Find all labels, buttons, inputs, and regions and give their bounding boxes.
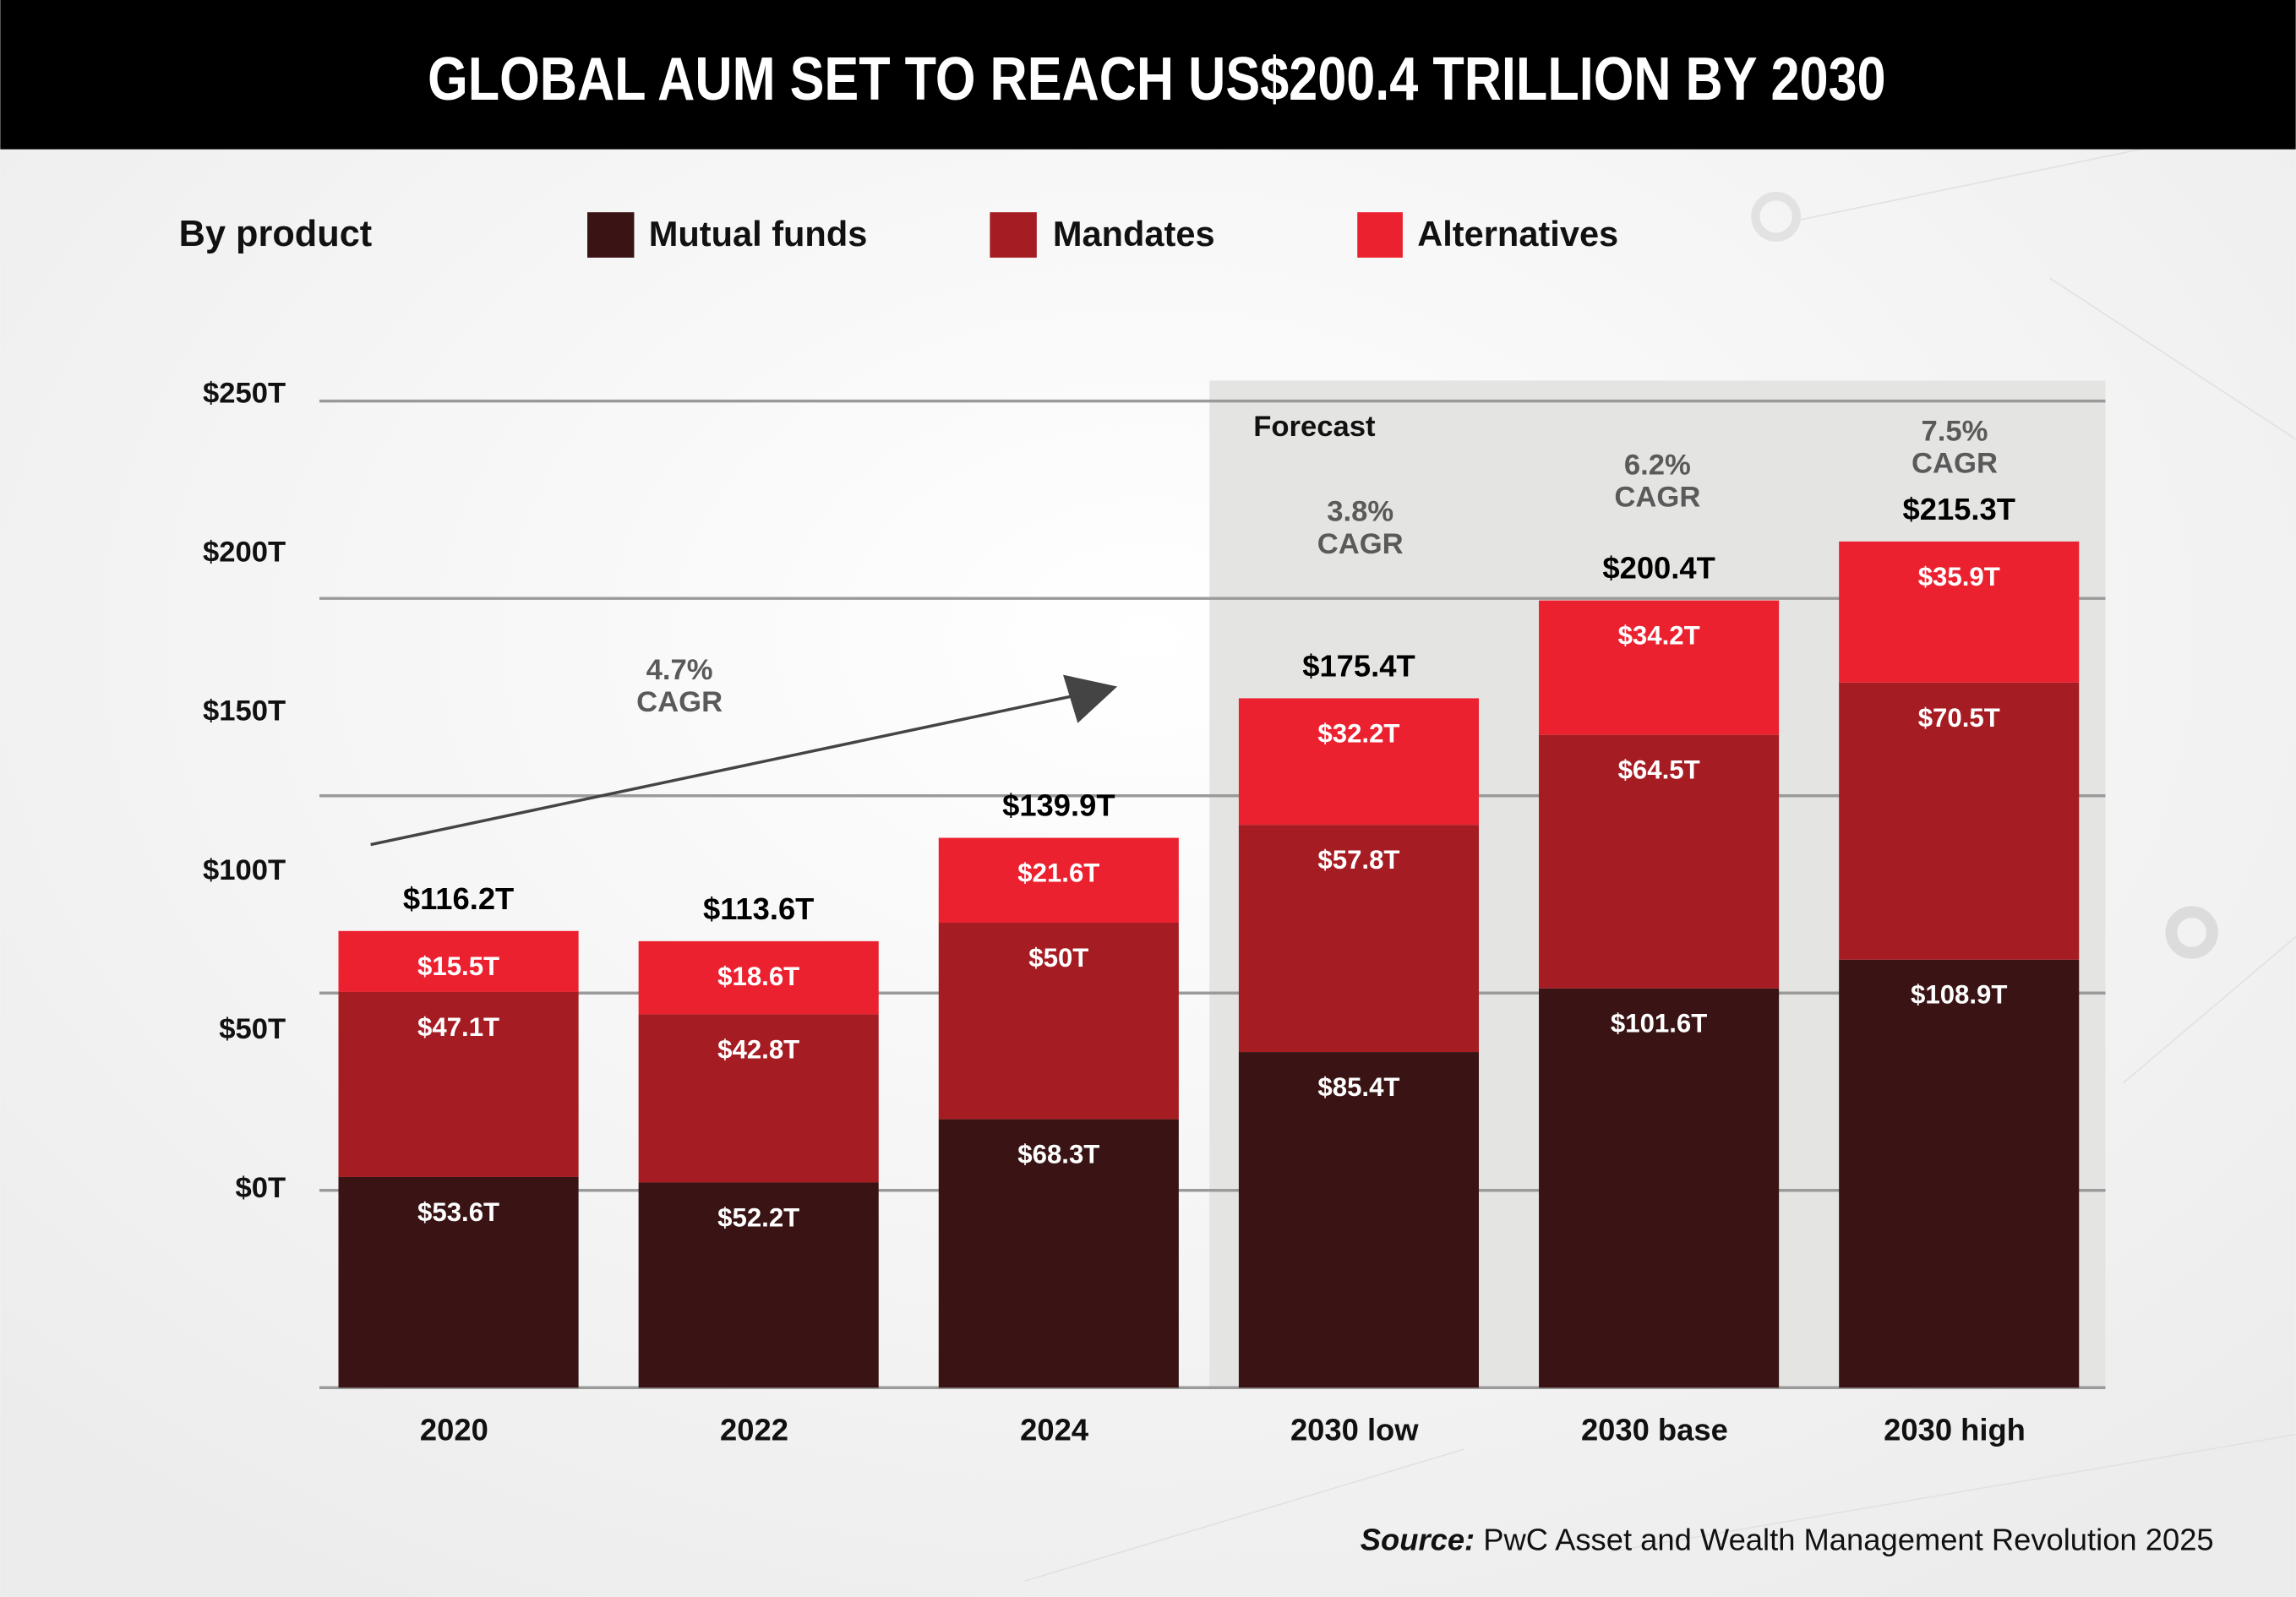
source-prefix: Source: <box>1361 1523 1475 1557</box>
bar-segment-mutual-funds <box>1238 1052 1480 1388</box>
bar-total-label: $113.6T <box>703 891 814 926</box>
bar-total-label: $139.9T <box>1002 788 1115 823</box>
x-category-label: 2020 <box>420 1413 488 1447</box>
segment-value-label: $18.6T <box>717 962 799 991</box>
segment-value-label: $34.2T <box>1618 621 1700 651</box>
bar-total-label: $200.4T <box>1602 551 1715 586</box>
cagr-label: CAGR <box>1912 448 1998 480</box>
bar-segment-alternatives <box>1839 541 2080 683</box>
cagr-percent: 4.7% <box>646 654 713 686</box>
y-tick-label: $50T <box>219 1013 286 1045</box>
x-category-label: 2022 <box>720 1413 788 1447</box>
bar-segment-alternatives <box>1539 600 1780 735</box>
chart-title: GLOBAL AUM SET TO REACH US$200.4 TRILLIO… <box>428 45 1885 113</box>
segment-value-label: $85.4T <box>1317 1072 1399 1102</box>
x-category-label: 2030 low <box>1290 1413 1419 1447</box>
segment-value-label: $68.3T <box>1017 1140 1099 1169</box>
legend-swatch-mandates <box>990 212 1037 258</box>
legend-label-alternatives: Alternatives <box>1417 214 1618 253</box>
bar-segment-mandates <box>938 923 1179 1120</box>
legend-swatch-mutual-funds <box>587 212 635 258</box>
segment-value-label: $108.9T <box>1911 980 2007 1010</box>
y-tick-label: $100T <box>203 854 286 886</box>
y-tick-label: $250T <box>203 377 286 409</box>
bar-segment-mandates <box>638 1014 879 1183</box>
segment-value-label: $47.1T <box>417 1012 499 1042</box>
bar-segment-mutual-funds <box>338 1176 579 1388</box>
segment-value-label: $57.8T <box>1317 845 1399 875</box>
y-tick-label: $150T <box>203 695 286 728</box>
bar-total-label: $116.2T <box>403 881 514 916</box>
bar-segment-mandates <box>1539 734 1780 989</box>
segment-value-label: $52.2T <box>717 1202 799 1232</box>
cagr-percent: 6.2% <box>1624 449 1691 481</box>
source-text: PwC Asset and Wealth Management Revoluti… <box>1483 1523 2213 1557</box>
cagr-label: CAGR <box>1614 481 1700 513</box>
bar-segment-mutual-funds <box>1539 988 1780 1388</box>
cagr-percent: 7.5% <box>1922 415 1988 447</box>
bar-total-label: $175.4T <box>1302 648 1415 683</box>
cagr-arrow-head <box>1063 674 1118 723</box>
segment-value-label: $53.6T <box>417 1197 499 1227</box>
legend-title: By product <box>179 214 373 254</box>
bar-segment-alternatives <box>338 930 579 992</box>
bar-segment-alternatives <box>638 940 879 1015</box>
legend: By product Mutual funds Mandates Alterna… <box>179 212 1618 258</box>
cagr-label: CAGR <box>1317 528 1404 560</box>
bar-segment-mutual-funds <box>1839 959 2080 1388</box>
x-category-label: 2030 high <box>1884 1413 2026 1447</box>
segment-value-label: $42.8T <box>717 1034 799 1064</box>
bar-segment-mandates <box>1238 825 1480 1053</box>
segment-value-label: $15.5T <box>417 951 499 981</box>
forecast-label: Forecast <box>1253 411 1376 443</box>
bar-segment-alternatives <box>1238 698 1480 826</box>
segment-value-label: $35.9T <box>1918 562 2000 591</box>
source-note: Source: PwC Asset and Wealth Management … <box>1361 1523 2214 1557</box>
bar-segment-mandates <box>338 991 579 1177</box>
segment-value-label: $101.6T <box>1611 1009 1707 1038</box>
legend-label-mandates: Mandates <box>1053 214 1215 253</box>
cagr-arrow-line <box>370 694 1077 847</box>
segment-value-label: $50T <box>1028 943 1088 973</box>
segment-value-label: $70.5T <box>1918 703 2000 733</box>
title-bar <box>0 0 2296 150</box>
legend-swatch-alternatives <box>1357 212 1403 258</box>
bar-segment-mandates <box>1839 682 2080 960</box>
y-tick-label: $0T <box>235 1172 286 1204</box>
x-category-label: 2030 base <box>1581 1413 1728 1447</box>
cagr-percent: 3.8% <box>1327 496 1393 528</box>
cagr-arrow <box>370 674 1118 847</box>
bar-total-label: $215.3T <box>1903 492 2015 526</box>
bar-segment-mutual-funds <box>938 1119 1179 1388</box>
bar-segment-mutual-funds <box>638 1182 879 1388</box>
segment-value-label: $21.6T <box>1017 858 1099 888</box>
bar-segment-alternatives <box>938 837 1179 924</box>
legend-label-mutual-funds: Mutual funds <box>649 214 868 253</box>
segment-value-label: $64.5T <box>1618 755 1700 785</box>
segment-value-label: $32.2T <box>1317 718 1399 748</box>
cagr-label: CAGR <box>636 686 723 718</box>
x-category-label: 2024 <box>1020 1413 1089 1447</box>
y-tick-label: $200T <box>203 537 286 569</box>
background-network-decoration <box>1024 116 2296 1582</box>
